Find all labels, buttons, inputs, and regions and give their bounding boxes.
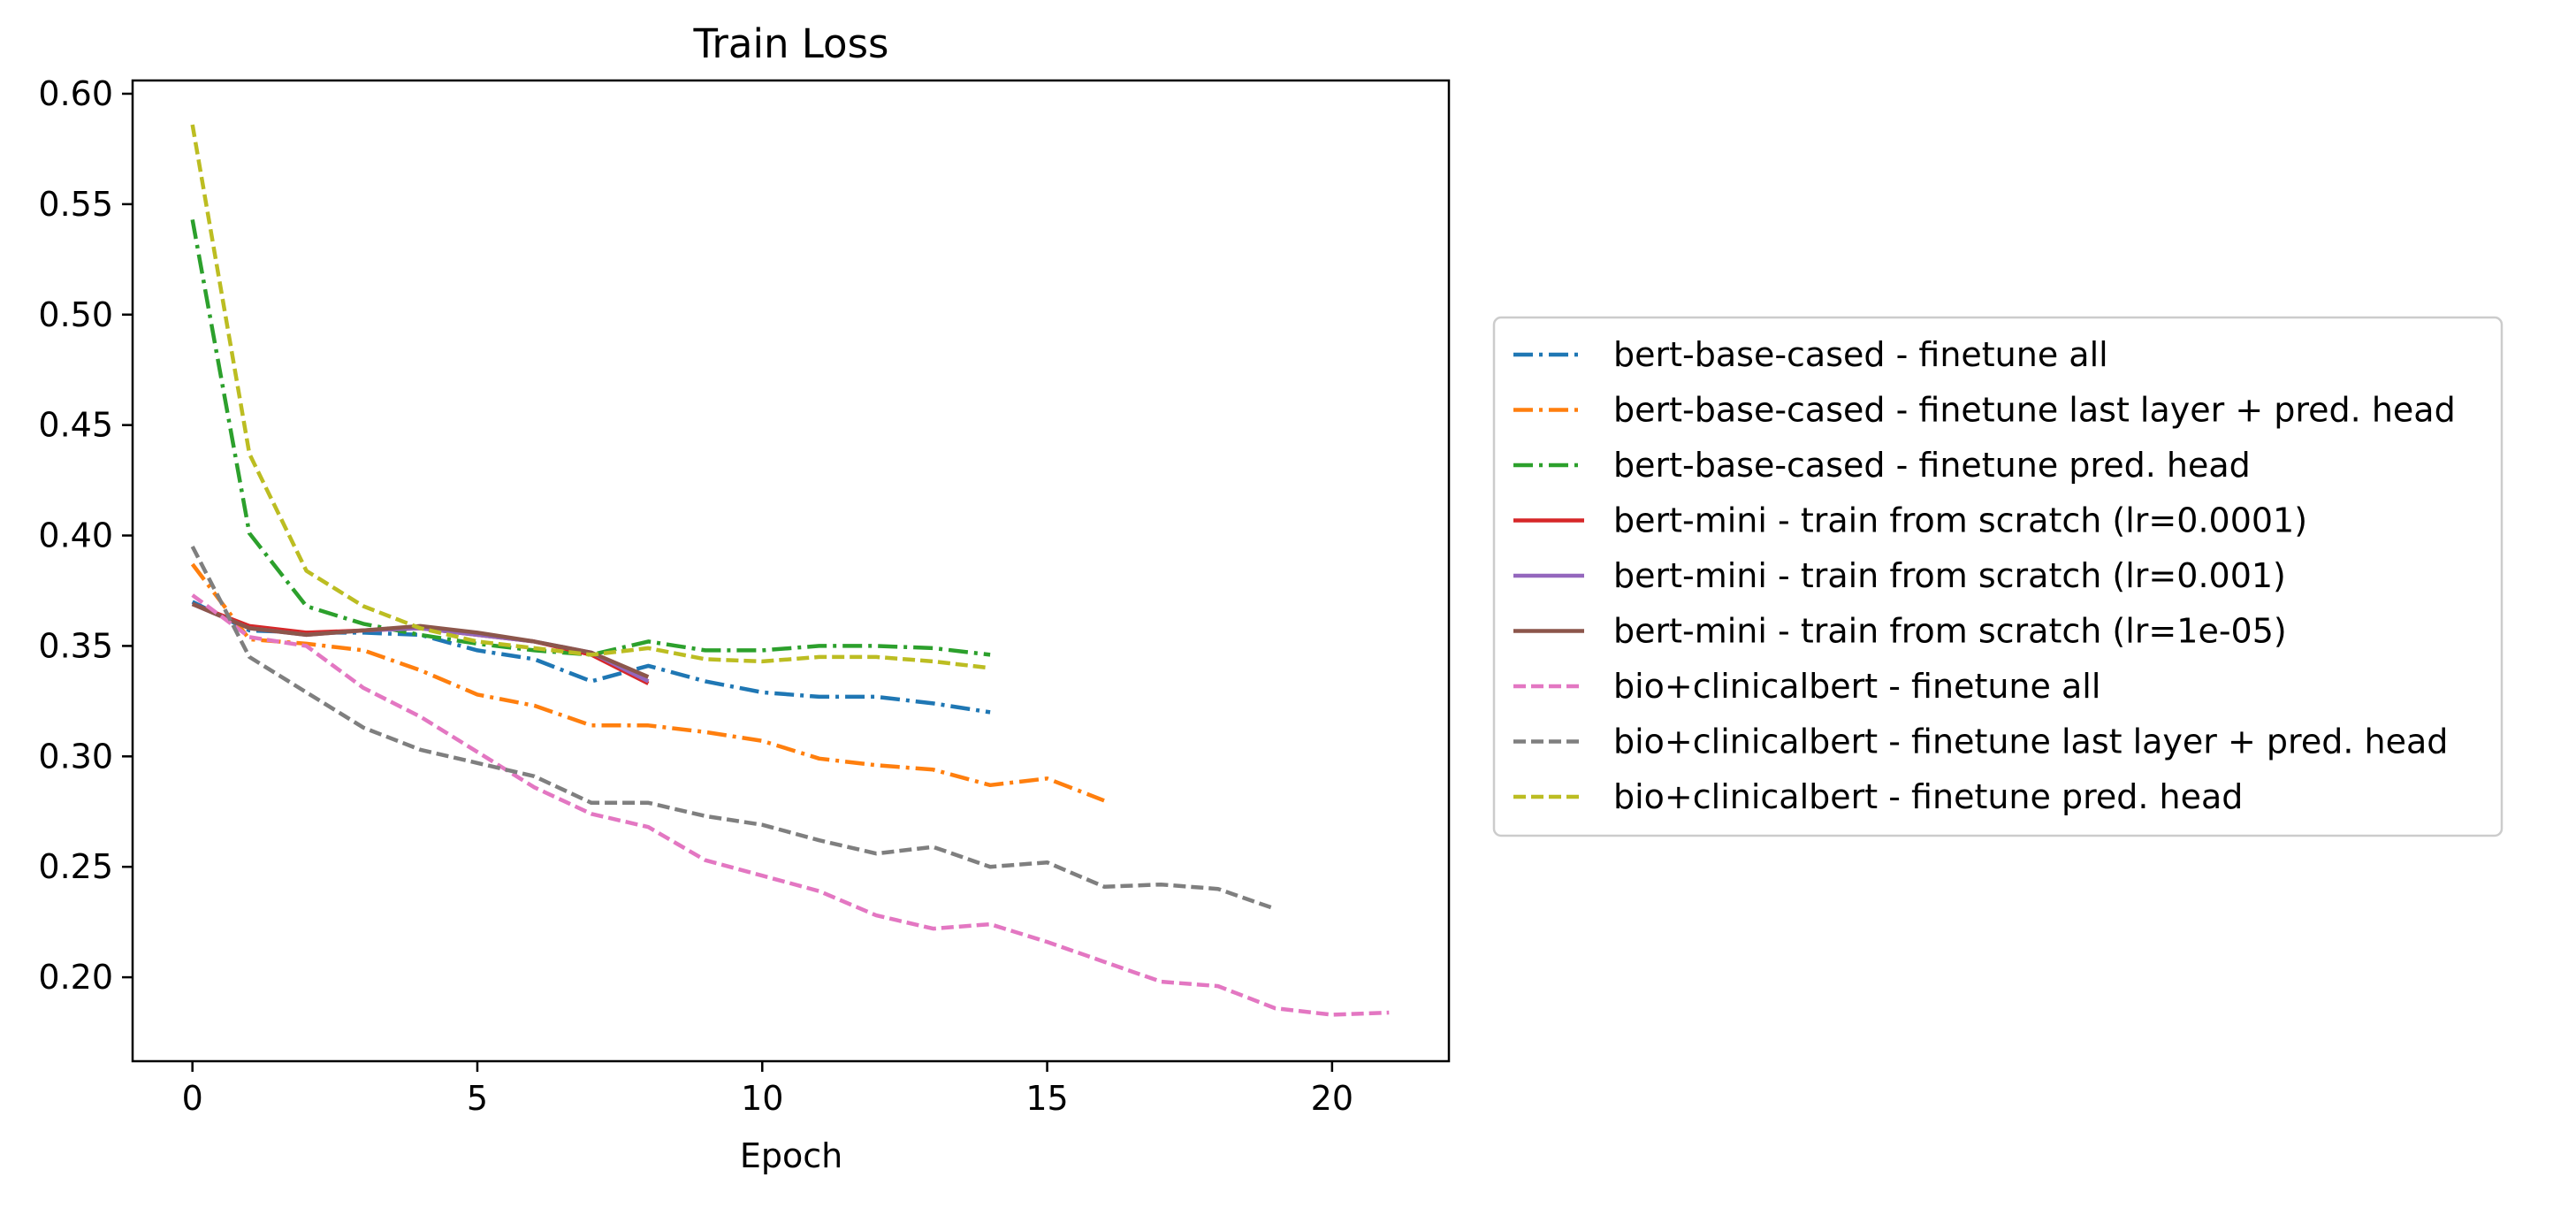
y-tick-label: 0.45 [38,406,113,445]
series-line-9 [190,124,991,670]
x-tick-label: 10 [741,1079,783,1118]
x-tick-label: 5 [467,1079,488,1118]
y-tick-label: 0.35 [38,626,113,665]
x-tick-label: 0 [182,1079,203,1118]
y-tick-label: 0.50 [38,295,113,334]
x-tick-label: 15 [1025,1079,1068,1118]
legend-entry-6: bert-mini - train from scratch (lr=1e-05… [1613,612,2287,651]
series-line-1 [191,600,991,715]
legend-entry-3: bert-base-cased - finetune pred. head [1613,446,2251,485]
chart-title: Train Loss [693,20,889,67]
x-axis-title: Epoch [740,1136,842,1175]
legend-box [1492,316,2504,837]
plot-area: 0 5 10 15 20 0.20 0.25 0.30 0.35 0.40 0.45 0.50 0.55… [38,74,1451,1118]
series-line-3 [190,218,991,657]
y-tick-label: 0.20 [38,958,113,997]
series-line-8 [190,545,1277,911]
series-line-6 [191,601,650,679]
legend-entry-4: bert-mini - train from scratch (lr=0.000… [1613,501,2307,540]
legend-entry-1: bert-base-cased - finetune all [1613,335,2108,374]
y-tick-label: 0.55 [38,185,113,224]
y-tick-label: 0.25 [38,847,113,886]
series-line-2 [190,562,1105,803]
x-tick-label: 20 [1311,1079,1353,1118]
y-tick-label: 0.40 [38,516,113,555]
y-tick-label: 0.60 [38,74,113,113]
legend-entry-9: bio+clinicalbert - finetune pred. head [1613,777,2243,816]
plot-frame [131,79,1451,1063]
series-line-7 [191,593,1390,1017]
legend-entry-7: bio+clinicalbert - finetune all [1613,667,2100,706]
legend: bert-base-cased - finetune all bert-base-… [1492,316,2504,837]
y-tick-label: 0.30 [38,737,113,776]
legend-entry-5: bert-mini - train from scratch (lr=0.001… [1613,556,2286,595]
legend-entry-2: bert-base-cased - finetune last layer + … [1613,391,2456,430]
legend-entry-8: bio+clinicalbert - finetune last layer +… [1613,723,2448,761]
